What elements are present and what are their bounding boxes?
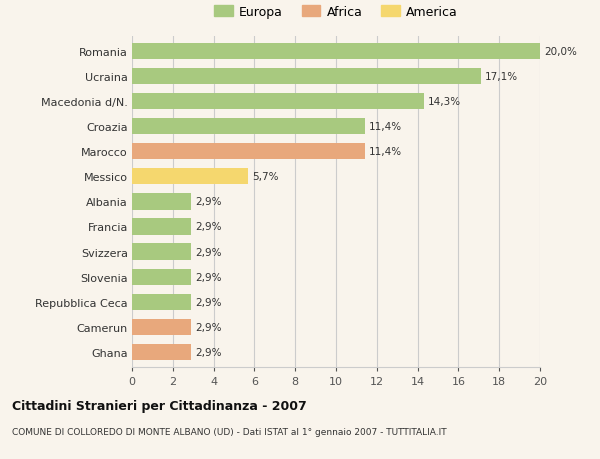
Text: 11,4%: 11,4%	[368, 147, 402, 157]
Text: COMUNE DI COLLOREDO DI MONTE ALBANO (UD) - Dati ISTAT al 1° gennaio 2007 - TUTTI: COMUNE DI COLLOREDO DI MONTE ALBANO (UD)…	[12, 427, 446, 436]
Bar	[132, 94, 424, 110]
Bar	[132, 144, 365, 160]
Bar	[132, 344, 191, 360]
Bar	[132, 244, 191, 260]
Text: 2,9%: 2,9%	[195, 247, 222, 257]
Bar	[132, 319, 191, 335]
Text: 2,9%: 2,9%	[195, 297, 222, 307]
Bar	[132, 169, 248, 185]
Bar	[132, 119, 365, 135]
Text: 2,9%: 2,9%	[195, 347, 222, 357]
Bar	[132, 294, 191, 310]
Text: 20,0%: 20,0%	[544, 47, 577, 57]
Bar	[132, 219, 191, 235]
Text: Cittadini Stranieri per Cittadinanza - 2007: Cittadini Stranieri per Cittadinanza - 2…	[12, 399, 307, 412]
Text: 2,9%: 2,9%	[195, 272, 222, 282]
Bar	[132, 194, 191, 210]
Text: 17,1%: 17,1%	[485, 72, 518, 82]
Text: 2,9%: 2,9%	[195, 222, 222, 232]
Text: 2,9%: 2,9%	[195, 197, 222, 207]
Text: 14,3%: 14,3%	[428, 97, 461, 107]
Text: 2,9%: 2,9%	[195, 322, 222, 332]
Bar	[132, 269, 191, 285]
Bar	[132, 69, 481, 85]
Bar	[132, 44, 540, 60]
Text: 11,4%: 11,4%	[368, 122, 402, 132]
Text: 5,7%: 5,7%	[253, 172, 279, 182]
Legend: Europa, Africa, America: Europa, Africa, America	[209, 1, 463, 24]
